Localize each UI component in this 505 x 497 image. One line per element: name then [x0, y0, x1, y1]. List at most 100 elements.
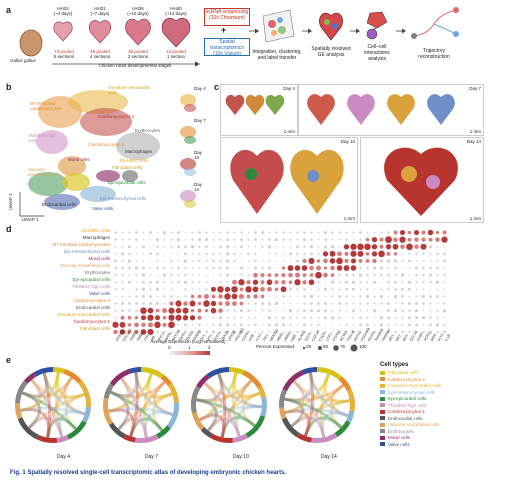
dotplot-dot	[317, 309, 320, 313]
chord-link	[241, 391, 261, 427]
cluster-label: Cardiomyocytes-2	[88, 142, 125, 147]
dotplot-dot	[274, 287, 279, 292]
dotplot-dot	[239, 293, 244, 299]
dotplot-dot	[233, 238, 236, 241]
dotplot-dot	[163, 288, 166, 291]
chord-segment	[191, 386, 201, 413]
dotplot-dot	[441, 236, 448, 243]
stage-samples: 73 pooled	[54, 49, 74, 54]
dotplot-dot	[254, 331, 257, 333]
dotplot-dot	[233, 330, 236, 334]
dotplot-dot	[205, 330, 208, 334]
dotplot-dot	[184, 252, 187, 256]
dotplot-dot	[429, 252, 432, 255]
cluster-label: MT-enriched cardiomyocytes	[30, 101, 62, 111]
chord-link	[144, 410, 174, 438]
dotplot-dot	[282, 295, 285, 298]
dotplot-dot	[163, 281, 166, 284]
dotplot-dot	[310, 238, 313, 241]
dotplot-dot	[135, 288, 138, 291]
row-label: Erythrocytes	[84, 270, 110, 275]
dotplot-dot	[128, 280, 131, 284]
dotplot-dot	[184, 323, 187, 327]
chord-diagram	[279, 367, 355, 443]
dotplot-dot	[212, 259, 215, 263]
dotplot-dot	[436, 266, 439, 270]
dotplot-dot	[218, 308, 223, 313]
dotplot-dot	[127, 259, 132, 263]
dotplot-dot	[114, 302, 117, 305]
dotplot-dot	[163, 302, 166, 305]
dotplot-dot	[114, 259, 117, 263]
dotplot-dot	[149, 274, 152, 276]
dotplot-dot	[338, 231, 341, 234]
integration-icon	[262, 9, 295, 43]
umap-axis-x: UMAP 1	[22, 217, 39, 222]
dotplot-dot	[275, 246, 278, 248]
dotplot-dot	[268, 238, 271, 242]
dotplot-dot	[296, 238, 299, 241]
dotplot-dot	[247, 267, 250, 269]
dotplot-dot	[296, 295, 299, 298]
dotplot-dot	[387, 288, 390, 291]
dotplot-dot	[399, 230, 406, 236]
dotplot-dot	[114, 288, 117, 291]
dotplot-dot	[443, 246, 446, 248]
dotplot-dot	[422, 252, 425, 255]
dotplot-dot	[142, 302, 145, 305]
dotplot-dot	[205, 259, 208, 263]
chord-segment	[311, 432, 338, 443]
dotplot-dot	[436, 259, 439, 262]
dotplot-dot	[197, 294, 202, 299]
dotplot-dot	[387, 273, 390, 277]
chord-day-label: Day 7	[145, 454, 159, 460]
dotplot-dot	[149, 231, 152, 234]
dotplot-dot	[429, 309, 432, 312]
dotplot-dot	[239, 309, 244, 313]
dotplot-dot	[303, 231, 306, 234]
dotplot-dot	[317, 302, 320, 305]
dotplot-dot	[142, 245, 145, 249]
dotplot-dot	[303, 295, 306, 298]
dotplot-dot	[205, 281, 208, 284]
dotplot-dot	[135, 246, 138, 248]
dotplot-dot	[380, 331, 383, 333]
dotplot-dot	[170, 295, 173, 298]
dotplot-dot	[310, 331, 313, 333]
dotplot-dot	[436, 295, 439, 298]
chord-segment	[66, 420, 87, 440]
dotplot-dot	[280, 286, 287, 293]
dotplot-dot	[324, 281, 327, 283]
dotplot-dot	[323, 287, 328, 291]
cluster-label: Epi-epicardial cells	[108, 180, 146, 185]
legend-swatch	[380, 429, 385, 434]
dotplot-dot	[407, 287, 412, 291]
dotplot-dot	[156, 245, 159, 248]
chord-segment	[206, 367, 229, 379]
dotplot-dot	[225, 259, 230, 263]
dotplot-dot	[358, 259, 363, 263]
umap-day-label: Day 14	[194, 182, 203, 192]
dotplot-dot	[309, 245, 314, 249]
pct-tick: 25	[306, 344, 312, 349]
dotplot-dot	[224, 293, 231, 300]
dotplot-dot	[212, 231, 215, 234]
dotplot-dot	[296, 288, 299, 291]
dotplot-dot	[310, 231, 313, 234]
dotplot-dot	[275, 252, 278, 255]
row-label: Fibroblast cells	[79, 326, 110, 331]
row-label: Mural cells	[88, 256, 110, 261]
dotplot-dot	[343, 265, 350, 271]
dotplot-dot	[310, 302, 313, 305]
chord-link	[20, 372, 60, 412]
row-label: Vascular endothelial cells	[59, 263, 110, 268]
dotplot-dot	[254, 323, 257, 327]
stage-days: (~4 days)	[53, 11, 73, 16]
chord-link	[30, 378, 64, 438]
dotplot-dot	[401, 267, 404, 269]
dotplot-dot	[359, 231, 362, 234]
dotplot-dot	[387, 295, 390, 298]
legend-label: Valve cells	[388, 441, 410, 447]
dotplot-dot	[331, 238, 334, 241]
dotplot-dot	[197, 315, 202, 320]
